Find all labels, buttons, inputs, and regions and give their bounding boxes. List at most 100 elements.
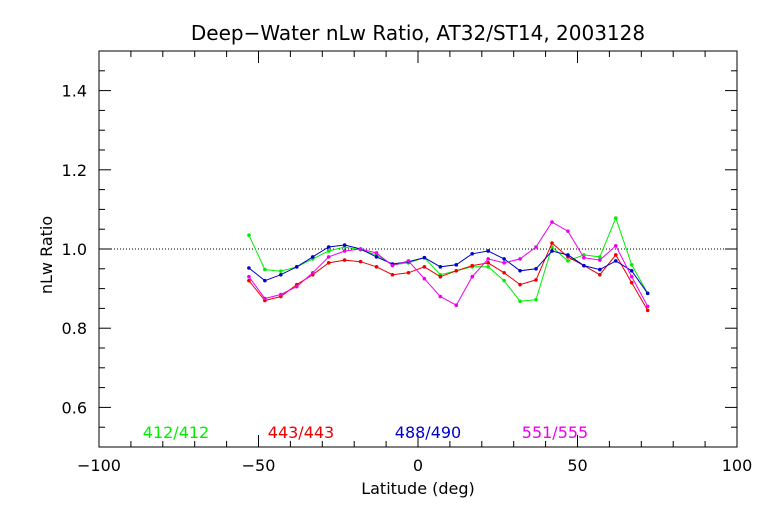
data-point: [534, 245, 538, 249]
data-point: [374, 251, 379, 255]
data-point: [613, 253, 618, 257]
series-line: [248, 221, 649, 307]
data-point: [310, 270, 315, 275]
data-point: [310, 255, 315, 259]
x-tick-label: 50: [567, 456, 587, 475]
data-point: [406, 270, 411, 275]
data-point: [294, 284, 299, 289]
data-point: [358, 259, 363, 264]
data-point: [422, 276, 427, 281]
data-point: [470, 274, 475, 279]
data-point: [629, 280, 634, 285]
data-point: [629, 268, 634, 273]
data-point: [629, 274, 634, 279]
data-point: [454, 268, 459, 273]
data-point: [406, 259, 411, 263]
legend: 412/412 443/443 488/490 551/555: [143, 423, 588, 442]
x-tick-label: 0: [413, 456, 423, 475]
series-line: [248, 244, 649, 294]
data-point: [358, 247, 363, 251]
legend-entry: 488/490: [395, 423, 461, 442]
data-point: [486, 261, 490, 265]
y-tick-label: 1.0: [62, 240, 87, 259]
data-point: [598, 258, 602, 262]
series-488-490: [247, 243, 650, 296]
data-point: [598, 255, 602, 259]
data-point: [566, 253, 570, 257]
data-point: [326, 245, 331, 249]
data-point: [582, 255, 586, 260]
data-point: [550, 241, 554, 245]
data-point: [566, 229, 570, 233]
series-layer: [247, 216, 650, 313]
data-point: [247, 233, 251, 237]
data-point: [263, 278, 267, 283]
series-551-555: [247, 220, 650, 309]
data-point: [294, 265, 299, 269]
data-point: [390, 272, 395, 277]
data-point: [279, 292, 283, 297]
y-axis-label: nLw Ratio: [37, 216, 56, 294]
data-point: [518, 299, 522, 304]
data-point: [486, 249, 490, 253]
data-point: [390, 263, 395, 268]
x-axis-label: Latitude (deg): [361, 479, 475, 498]
data-point: [534, 278, 538, 282]
data-point: [247, 274, 251, 279]
data-point: [438, 265, 443, 269]
data-point: [598, 267, 602, 272]
data-point: [502, 270, 506, 275]
data-point: [326, 255, 331, 259]
data-point: [342, 243, 347, 247]
data-point: [486, 257, 490, 261]
x-tick-label: −50: [242, 456, 276, 475]
data-point: [486, 265, 490, 269]
legend-entry: 551/555: [522, 423, 588, 442]
data-point: [566, 259, 570, 263]
data-point: [470, 263, 475, 268]
data-point: [263, 296, 267, 301]
data-point: [629, 263, 634, 267]
data-point: [550, 220, 554, 224]
y-tick-label: 0.8: [62, 319, 87, 338]
data-point: [645, 291, 650, 296]
data-point: [326, 261, 331, 265]
axes: −100 −50 0 50 100 0.6 0.8 1.0 1.2 1.4: [62, 50, 753, 475]
data-point: [342, 258, 347, 262]
data-point: [518, 257, 522, 261]
data-point: [534, 267, 538, 271]
data-point: [534, 297, 538, 302]
data-point: [326, 249, 331, 253]
data-point: [550, 249, 554, 253]
legend-entry: 443/443: [268, 423, 334, 442]
data-point: [518, 282, 522, 287]
data-point: [518, 268, 522, 273]
y-tick-label: 0.6: [62, 398, 87, 417]
data-point: [502, 278, 506, 283]
data-point: [645, 304, 650, 309]
data-point: [279, 272, 283, 277]
data-point: [613, 259, 618, 263]
y-tick-label: 1.2: [62, 161, 87, 180]
data-point: [454, 263, 459, 267]
data-point: [598, 272, 602, 277]
data-point: [502, 257, 506, 261]
data-point: [582, 263, 586, 268]
data-point: [438, 294, 443, 299]
data-point: [645, 308, 650, 313]
data-point: [454, 303, 459, 308]
data-point: [438, 274, 443, 279]
data-point: [374, 255, 379, 259]
data-point: [374, 265, 379, 269]
data-point: [247, 278, 251, 283]
data-point: [613, 244, 618, 248]
data-point: [279, 269, 283, 273]
data-point: [502, 261, 506, 265]
y-tick-label: 1.4: [62, 82, 87, 101]
data-point: [422, 265, 427, 269]
legend-entry: 412/412: [143, 423, 209, 442]
data-point: [613, 216, 618, 220]
x-tick-label: 100: [722, 456, 753, 475]
